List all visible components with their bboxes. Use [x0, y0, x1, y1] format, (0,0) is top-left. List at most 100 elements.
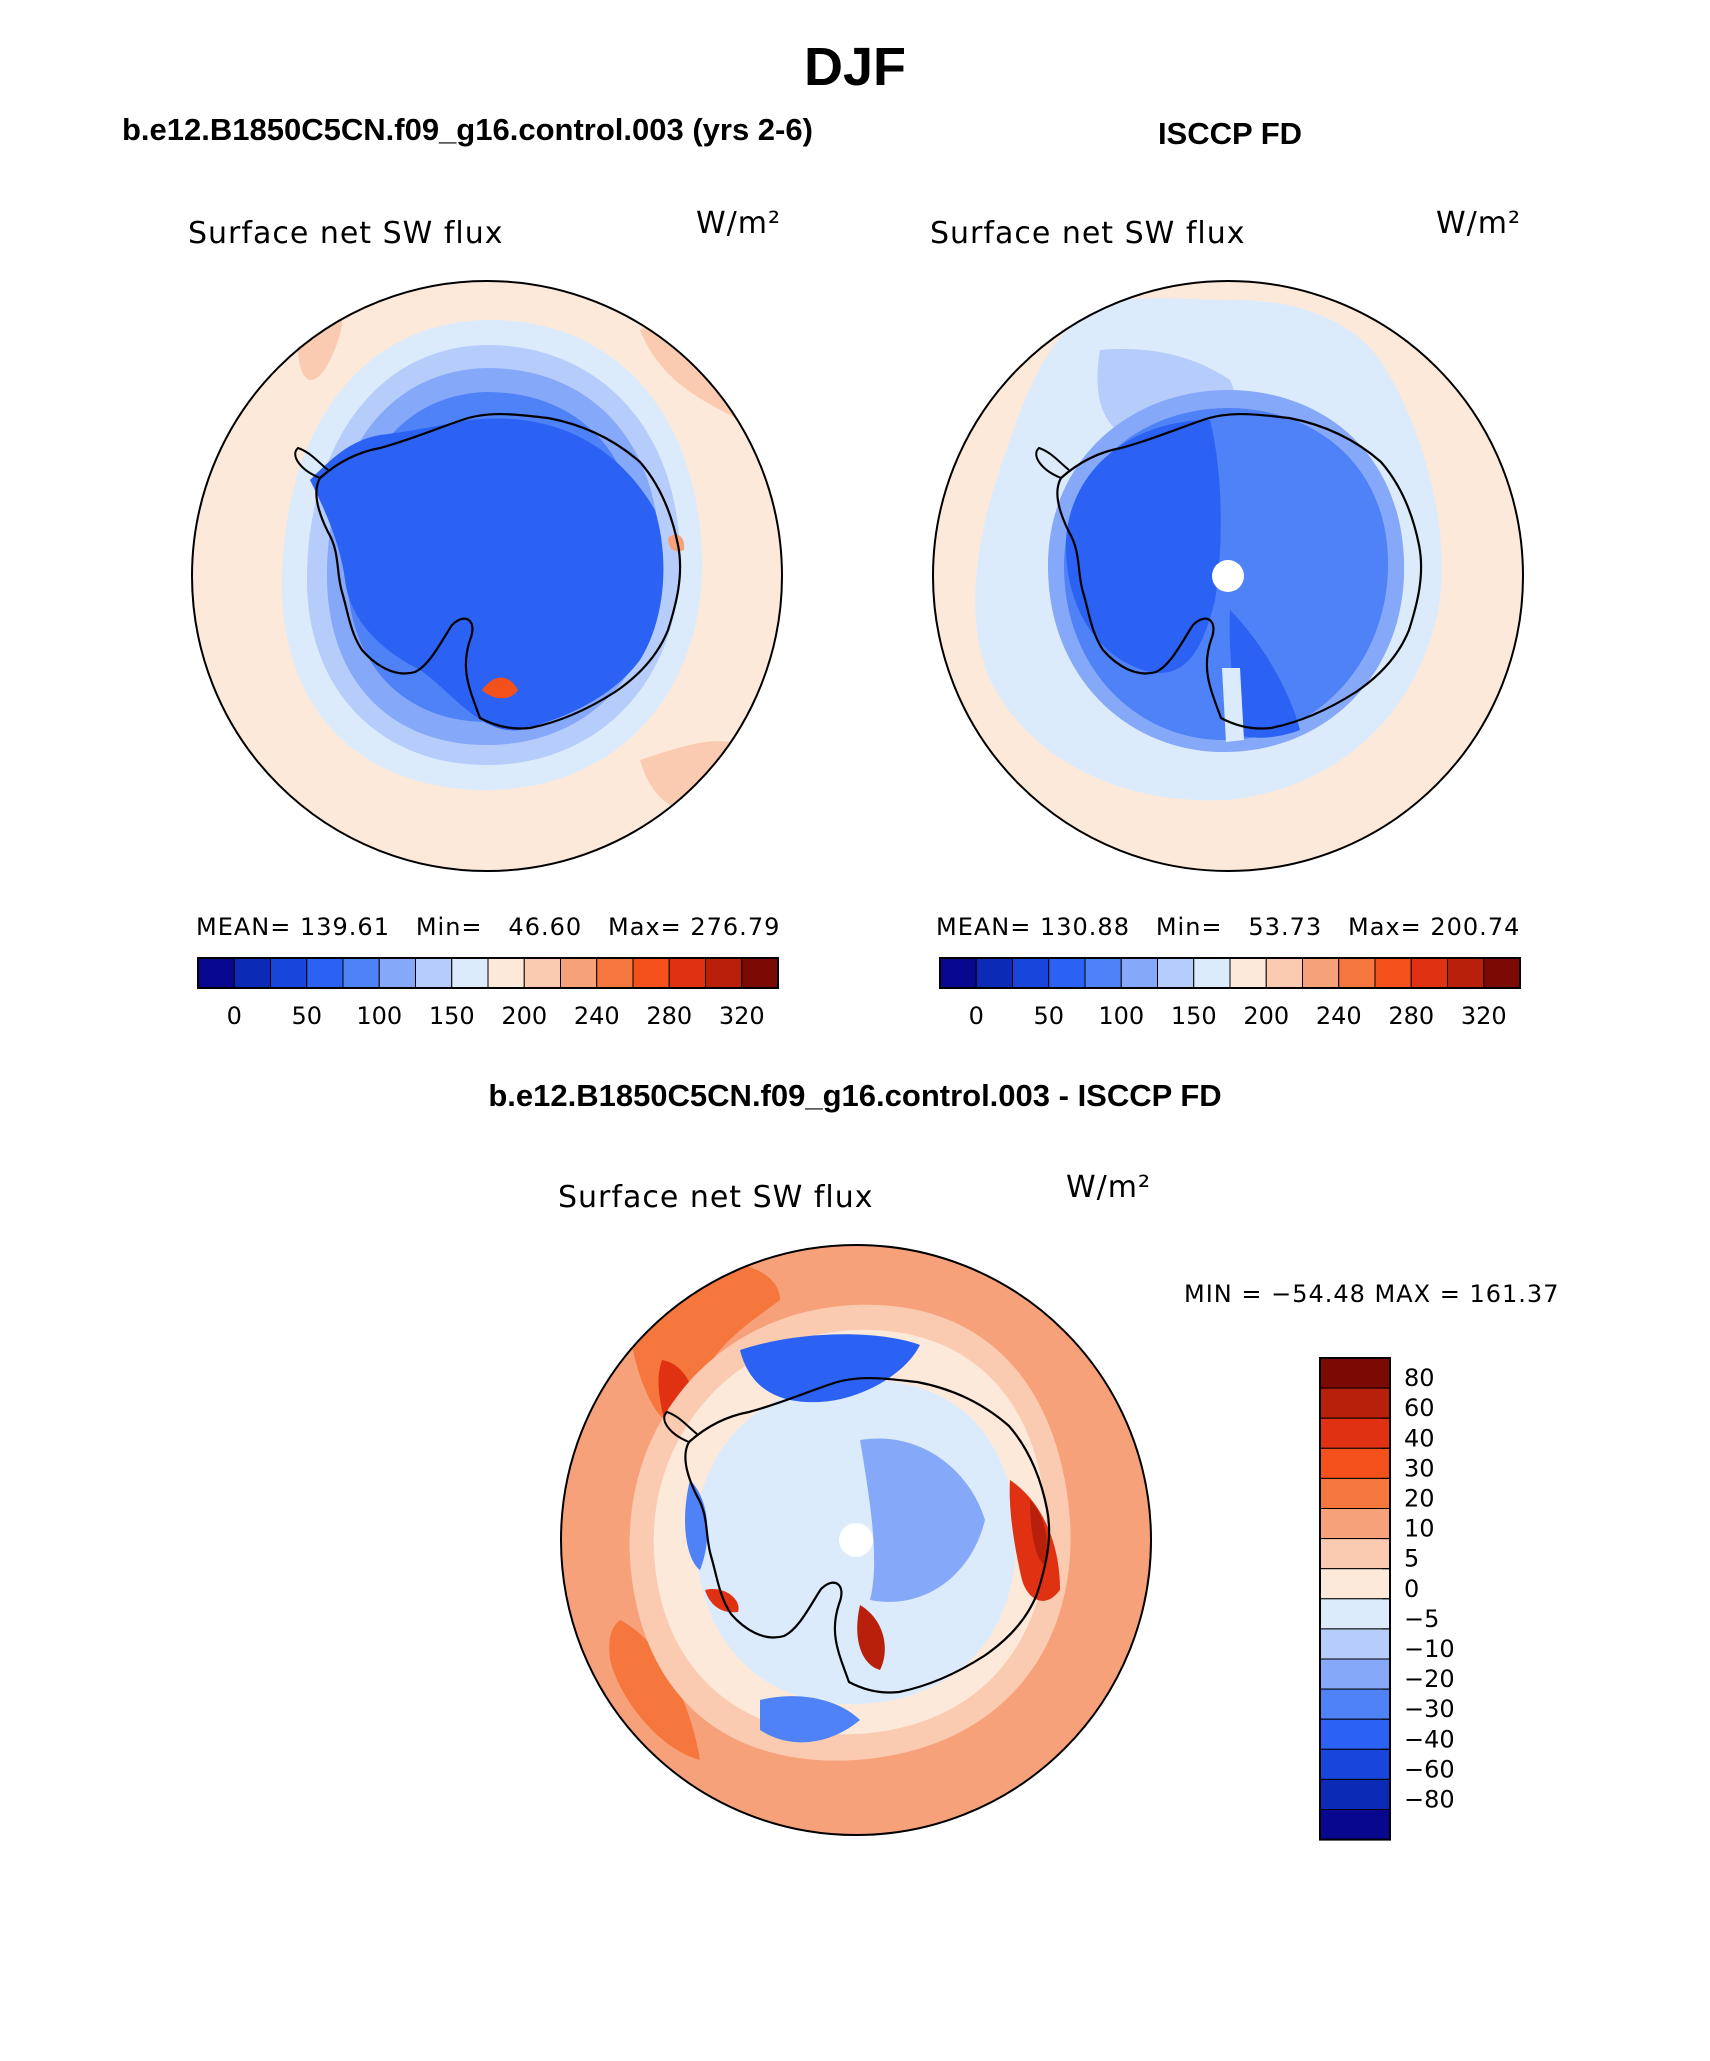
- peninsula-coast: [294, 446, 329, 479]
- diff-colorbar-swatch: [1319, 1688, 1391, 1720]
- obs-colorbar-swatch: [1302, 957, 1340, 989]
- diff-colorbar-frame: [1319, 1357, 1391, 1841]
- coastline: [684, 1377, 1051, 1694]
- diff-plot-title: Surface net SW flux: [558, 1180, 874, 1215]
- obs-panel-header: ISCCP FD: [1157, 116, 1303, 151]
- obs-colorbar-swatch: [1084, 957, 1122, 989]
- diff-colorbar-tick-label: −30: [1404, 1695, 1455, 1723]
- diff-colorbar-swatch: [1319, 1809, 1391, 1841]
- diff-colorbar-tick-label: 80: [1404, 1364, 1435, 1392]
- diff-colorbar-tick-label: 0: [1404, 1575, 1419, 1603]
- model-colorbar-tick-label: 320: [719, 1002, 765, 1030]
- diff-colorbar-swatch: [1319, 1538, 1391, 1570]
- coastline: [1056, 413, 1423, 730]
- diff-map: [560, 1244, 1152, 1836]
- model-plot-title: Surface net SW flux: [188, 216, 504, 251]
- map-boundary: [560, 1244, 1152, 1836]
- obs-colorbar-tick-label: 100: [1098, 1002, 1144, 1030]
- obs-colorbar-tick-label: 320: [1461, 1002, 1507, 1030]
- model-units: W/m²: [696, 206, 782, 241]
- coastline: [315, 413, 682, 730]
- model-colorbar-swatch: [596, 957, 634, 989]
- obs-colorbar-swatch: [1483, 957, 1521, 989]
- model-colorbar-swatch: [560, 957, 598, 989]
- model-colorbar-swatch: [378, 957, 416, 989]
- diff-colorbar-tick-label: 5: [1404, 1545, 1419, 1573]
- diff-colorbar-tick-label: 40: [1404, 1424, 1435, 1452]
- obs-colorbar-swatch: [1193, 957, 1231, 989]
- contour-region: [1065, 420, 1221, 674]
- obs-plot-title: Surface net SW flux: [930, 216, 1246, 251]
- diff-colorbar-swatch: [1319, 1598, 1391, 1630]
- model-colorbar-swatch: [487, 957, 525, 989]
- contour-region: [705, 1589, 739, 1613]
- model-colorbar-tick-label: 150: [429, 1002, 475, 1030]
- obs-colorbar-tick-label: 150: [1171, 1002, 1217, 1030]
- obs-colorbar-tick-label: 200: [1243, 1002, 1289, 1030]
- model-colorbar-swatch: [342, 957, 380, 989]
- diff-colorbar-tick-label: −20: [1404, 1665, 1455, 1693]
- diff-colorbar-swatch: [1319, 1718, 1391, 1750]
- model-colorbar-swatch: [306, 957, 344, 989]
- map-boundary: [932, 280, 1524, 872]
- model-colorbar: 0 50 100 150 200 240 280 320: [197, 957, 779, 1030]
- model-panel-header: b.e12.B1850C5CN.f09_g16.control.003 (yrs…: [122, 112, 813, 147]
- contour-region: [609, 1620, 700, 1760]
- diff-colorbar-tick-label: −60: [1404, 1755, 1455, 1783]
- diff-colorbar-swatch: [1319, 1357, 1391, 1389]
- model-colorbar-swatch: [197, 957, 235, 989]
- obs-colorbar-swatch: [975, 957, 1013, 989]
- diff-colorbar-swatch: [1319, 1477, 1391, 1510]
- model-colorbar-swatch: [668, 957, 706, 989]
- contour-region: [1222, 668, 1244, 742]
- obs-colorbar-tick-label: 280: [1388, 1002, 1434, 1030]
- diff-colorbar-swatch: [1319, 1748, 1391, 1780]
- obs-map: [932, 280, 1524, 872]
- contour-region: [685, 1480, 708, 1570]
- obs-colorbar-tick-label: 240: [1316, 1002, 1362, 1030]
- model-colorbar-frame: [197, 957, 779, 989]
- model-colorbar-tick-label: 50: [291, 1002, 322, 1030]
- diff-colorbar-swatch: [1319, 1568, 1391, 1600]
- contour-region: [482, 677, 518, 699]
- diff-colorbar-swatch: [1319, 1387, 1391, 1419]
- obs-colorbar-swatch: [1012, 957, 1050, 989]
- model-colorbar-swatch: [451, 957, 489, 989]
- peninsula-coast: [1035, 446, 1070, 479]
- model-colorbar-tick-label: 200: [501, 1002, 547, 1030]
- peninsula-coast: [663, 1410, 698, 1443]
- obs-colorbar-swatch: [1374, 957, 1412, 989]
- obs-colorbar-swatch: [1157, 957, 1195, 989]
- contour-region: [1030, 1500, 1047, 1565]
- diff-colorbar-tick-label: 20: [1404, 1485, 1435, 1513]
- model-stats: MEAN= 139.61 Min= 46.60 Max= 276.79: [196, 913, 781, 941]
- map-boundary: [191, 280, 783, 872]
- model-colorbar-swatch: [523, 957, 561, 989]
- diff-colorbar-tick-label: 60: [1404, 1394, 1435, 1422]
- model-colorbar-tick-label: 240: [574, 1002, 620, 1030]
- obs-colorbar-swatch: [1447, 957, 1485, 989]
- diff-colorbar-swatch: [1319, 1508, 1391, 1540]
- obs-colorbar-tick-label: 0: [969, 1002, 984, 1030]
- diff-colorbar-tick-label: 10: [1404, 1515, 1435, 1543]
- diff-colorbar-tick-label: 30: [1404, 1454, 1435, 1482]
- figure-title: DJF: [803, 37, 906, 97]
- obs-colorbar-swatch: [1410, 957, 1448, 989]
- diff-stats: MIN = −54.48 MAX = 161.37: [1184, 1280, 1560, 1308]
- diff-panel-header: b.e12.B1850C5CN.f09_g16.control.003 - IS…: [488, 1078, 1222, 1113]
- obs-colorbar-swatch: [1120, 957, 1158, 989]
- diff-colorbar-swatch: [1319, 1447, 1391, 1479]
- contour-region: [310, 418, 664, 731]
- contour-region: [668, 534, 685, 552]
- obs-colorbar: 0 50 100 150 200 240 280 320: [939, 957, 1521, 1030]
- diff-colorbar-tick-label: −5: [1404, 1605, 1439, 1633]
- obs-colorbar-swatch: [939, 957, 977, 989]
- contour-region: [760, 1696, 860, 1743]
- obs-colorbar-swatch: [1265, 957, 1303, 989]
- obs-colorbar-tick-label: 50: [1033, 1002, 1064, 1030]
- model-colorbar-swatch: [233, 957, 271, 989]
- model-colorbar-tick-label: 0: [227, 1002, 242, 1030]
- diff-units: W/m²: [1066, 1170, 1152, 1205]
